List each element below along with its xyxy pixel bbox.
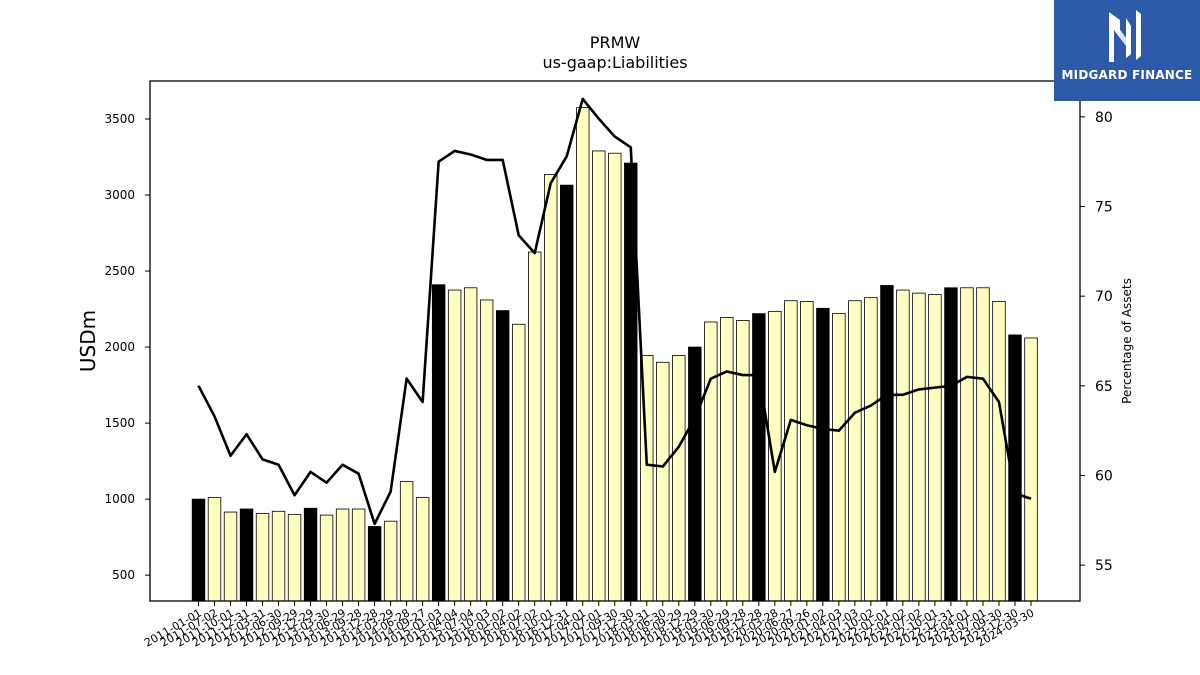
- bar: [912, 292, 926, 602]
- bar: [447, 289, 462, 602]
- y2-tick-label: 55: [1095, 558, 1113, 574]
- bar: [335, 508, 350, 602]
- bar: [479, 299, 494, 602]
- bar: [896, 289, 910, 602]
- bar: [736, 320, 750, 602]
- bar: [656, 361, 670, 602]
- bar: [992, 301, 1006, 602]
- y2-tick-label: 65: [1095, 379, 1113, 395]
- y2-axis-label: Percentage of Assets: [1120, 278, 1134, 404]
- bar: [752, 313, 766, 602]
- bar: [608, 152, 622, 602]
- y-tick-label: 1500: [104, 416, 135, 430]
- bar: [928, 294, 942, 602]
- y-axis-label: USDm: [76, 310, 100, 372]
- bar: [720, 317, 734, 602]
- bar: [367, 526, 382, 602]
- bar: [351, 508, 366, 602]
- y-tick-label: 2500: [104, 264, 135, 278]
- x-axis: 2011-01-012011-07-022011-10-012011-12-31…: [142, 601, 1037, 650]
- y2-axis: 55 60 65 70 75 80: [1080, 110, 1113, 574]
- bar: [864, 297, 878, 602]
- bar: [816, 307, 830, 602]
- bar: [399, 481, 414, 602]
- y-axis: 500 1000 1500 2000 2500 3000 3500: [104, 112, 150, 582]
- bar: [239, 508, 254, 602]
- bar: [319, 514, 334, 602]
- bar: [1024, 337, 1038, 602]
- y2-tick-label: 60: [1095, 468, 1113, 484]
- bar: [383, 520, 398, 602]
- bar: [576, 107, 590, 602]
- bar: [255, 513, 270, 602]
- bar: [223, 511, 238, 602]
- y2-tick-label: 70: [1095, 289, 1113, 305]
- bar: [303, 507, 318, 602]
- bar: [463, 287, 478, 602]
- y-tick-label: 3000: [104, 188, 135, 202]
- y2-tick-label: 80: [1095, 110, 1113, 126]
- bar: [560, 184, 574, 602]
- y-tick-label: 3500: [104, 112, 135, 126]
- bar-series: [191, 107, 1038, 602]
- bar: [800, 301, 814, 602]
- bar: [287, 513, 302, 602]
- bar: [544, 174, 558, 602]
- bar: [848, 300, 862, 602]
- line-series-path: [197, 97, 1032, 526]
- bar: [704, 321, 718, 602]
- line-series: [197, 97, 1032, 526]
- bar: [191, 498, 206, 602]
- logo: MIDGARD FINANCE: [1054, 0, 1200, 101]
- bar: [960, 287, 974, 602]
- bar: [944, 287, 958, 602]
- bar: [688, 346, 702, 602]
- y-tick-label: 1000: [104, 492, 135, 506]
- bar: [207, 497, 222, 602]
- bar: [271, 510, 286, 602]
- bar: [415, 497, 430, 602]
- bar: [976, 287, 990, 602]
- logo-mark-icon: [1109, 10, 1141, 62]
- bar: [431, 284, 446, 602]
- bar: [511, 323, 526, 602]
- bar: [672, 355, 686, 602]
- bar: [880, 285, 894, 602]
- bar: [832, 313, 846, 602]
- y2-tick-label: 75: [1095, 200, 1113, 216]
- bar: [592, 150, 606, 602]
- chart-subtitle: us-gaap:Liabilities: [542, 53, 687, 72]
- bar: [495, 310, 510, 602]
- bar: [784, 300, 798, 602]
- y-tick-label: 500: [112, 568, 135, 582]
- chart-title: PRMW: [590, 33, 641, 52]
- bar: [528, 251, 542, 602]
- logo-text: MIDGARD FINANCE: [1061, 68, 1193, 82]
- y-tick-label: 2000: [104, 340, 135, 354]
